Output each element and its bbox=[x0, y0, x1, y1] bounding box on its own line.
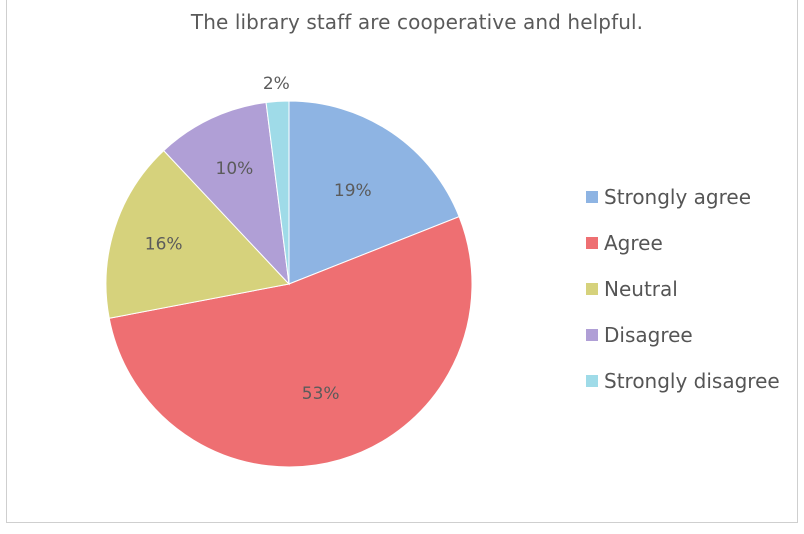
pie-slice-disagree bbox=[163, 101, 290, 286]
data-label-strongly-disagree: 2% bbox=[263, 74, 290, 94]
legend: Strongly agree Agree Neutral Disagree Strong… bbox=[586, 174, 780, 404]
data-label-disagree: 10% bbox=[216, 159, 254, 179]
legend-item-disagree: Disagree bbox=[586, 312, 780, 358]
legend-item-neutral: Neutral bbox=[586, 266, 780, 312]
legend-swatch bbox=[586, 237, 598, 249]
legend-label: Agree bbox=[604, 231, 663, 255]
chart-title: The library staff are cooperative and he… bbox=[190, 10, 644, 34]
legend-item-strongly-disagree: Strongly disagree bbox=[586, 358, 780, 404]
legend-item-agree: Agree bbox=[586, 220, 780, 266]
legend-swatch bbox=[586, 329, 598, 341]
legend-swatch bbox=[586, 375, 598, 387]
legend-swatch bbox=[586, 283, 598, 295]
data-label-agree: 53% bbox=[302, 384, 340, 404]
data-label-neutral: 16% bbox=[145, 234, 183, 254]
legend-swatch bbox=[586, 191, 598, 203]
legend-label: Neutral bbox=[604, 277, 678, 301]
legend-label: Strongly agree bbox=[604, 185, 752, 209]
data-label-strongly-agree: 19% bbox=[334, 181, 372, 201]
pie-slice-strongly-disagree bbox=[265, 100, 290, 285]
pie-slice-neutral bbox=[105, 149, 290, 319]
legend-label: Disagree bbox=[604, 323, 693, 347]
legend-item-strongly-agree: Strongly agree bbox=[586, 174, 780, 220]
pie-slice-agree bbox=[108, 215, 473, 468]
legend-label: Strongly disagree bbox=[604, 369, 780, 393]
pie-slice-strongly-agree bbox=[288, 100, 460, 285]
